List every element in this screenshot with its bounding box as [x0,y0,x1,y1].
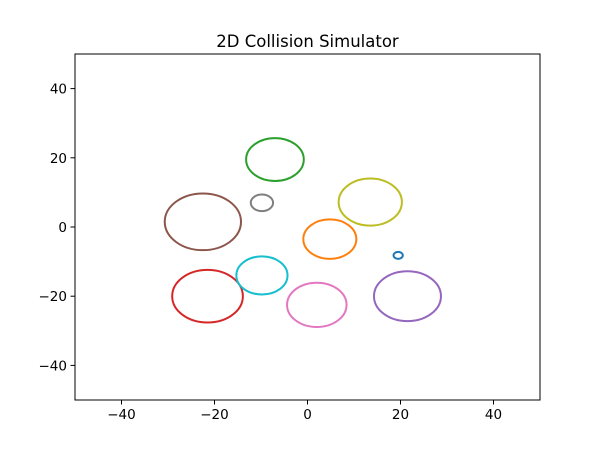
particle-circle-8 [337,177,403,227]
particle-circle-7 [302,218,358,260]
particle-circle-6 [286,281,348,328]
y-tick-label: −40 [39,358,68,374]
particle-circle-2 [171,268,244,324]
x-tick-label: 40 [485,407,502,423]
x-tick-label: −20 [200,407,229,423]
y-tick-label: −20 [39,289,68,305]
y-tick-label: 40 [50,82,67,98]
x-axis: −40 −20 0 20 40 [107,400,502,423]
x-tick-label: −40 [107,407,136,423]
y-tick-label: 0 [58,220,67,236]
particle-circle-10 [372,270,442,323]
y-axis: −40 −20 0 20 40 [39,82,75,374]
particle-circle-1 [163,192,243,252]
x-tick-label: 20 [392,407,409,423]
x-tick-label: 0 [303,407,312,423]
plot-frame [74,53,541,401]
particle-circle-4 [249,193,275,213]
chart-title: 2D Collision Simulator [216,32,399,51]
y-tick-label: 20 [50,151,67,167]
particle-circle-3 [245,137,305,182]
particles-layer [163,137,442,328]
particle-circle-5 [235,255,289,296]
particle-circle-9 [392,250,404,260]
